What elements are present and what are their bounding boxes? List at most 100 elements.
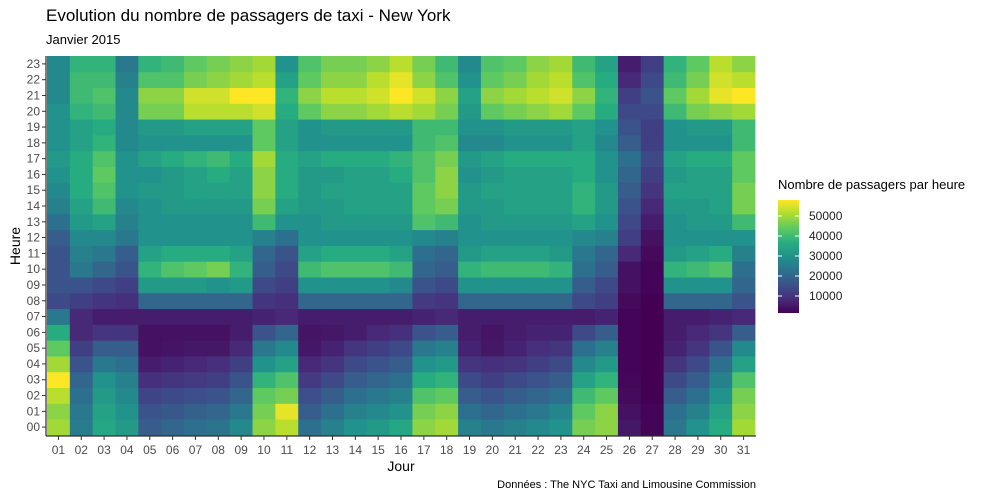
y-tick-label: 16 — [27, 167, 41, 181]
heatmap-cell-day25-hour03 — [595, 371, 619, 389]
heatmap-cell-day01-hour07 — [47, 308, 71, 325]
heatmap-cell-day24-hour10 — [572, 261, 596, 278]
heatmap-cell-day26-hour09 — [617, 277, 642, 294]
heatmap-cell-day06-hour13 — [161, 213, 185, 231]
heatmap-cell-day30-hour06 — [709, 324, 733, 341]
heatmap-cell-day06-hour05 — [161, 340, 185, 357]
heatmap-cell-day16-hour17 — [389, 150, 413, 167]
heatmap-cell-day11-hour01 — [275, 403, 299, 420]
x-tick-label: 21 — [509, 443, 523, 457]
x-tick-label: 02 — [75, 443, 89, 457]
heatmap-cell-day09-hour03 — [229, 371, 253, 389]
heatmap-cell-day07-hour20 — [184, 103, 208, 120]
heatmap-cell-day07-hour02 — [184, 387, 208, 404]
heatmap-cell-day04-hour18 — [115, 134, 139, 152]
heatmap-cell-day10-hour20 — [252, 103, 276, 120]
y-tick-label: 02 — [27, 389, 41, 403]
heatmap-cell-day26-hour23 — [617, 56, 642, 73]
heatmap-cell-day19-hour14 — [458, 198, 482, 215]
heatmap-cell-day11-hour16 — [275, 166, 299, 183]
heatmap-cell-day02-hour12 — [69, 229, 94, 246]
heatmap-cell-day21-hour20 — [503, 103, 528, 120]
heatmap-cell-day23-hour05 — [549, 340, 573, 357]
heatmap-cell-day13-hour08 — [321, 292, 345, 310]
heatmap-cell-day25-hour19 — [595, 119, 619, 136]
heatmap-cell-day08-hour04 — [206, 356, 231, 373]
heatmap-cell-day01-hour10 — [47, 261, 71, 278]
heatmap-cell-day25-hour20 — [595, 103, 619, 120]
heatmap-cell-day20-hour01 — [480, 403, 505, 420]
heatmap-cell-day23-hour06 — [549, 324, 573, 341]
heatmap-cell-day31-hour15 — [732, 182, 756, 199]
legend-tick-label: 10000 — [809, 289, 843, 303]
heatmap-cell-day08-hour06 — [206, 324, 231, 341]
heatmap-cell-day03-hour08 — [92, 292, 116, 310]
y-tick-label: 07 — [27, 310, 41, 324]
heatmap-cell-day23-hour16 — [549, 166, 573, 183]
heatmap-cell-day02-hour21 — [69, 87, 94, 104]
heatmap-cell-day29-hour02 — [686, 387, 710, 404]
heatmap-cell-day05-hour23 — [138, 56, 162, 73]
heatmap-cell-day21-hour08 — [503, 292, 528, 310]
heatmap-cell-day23-hour00 — [549, 419, 573, 436]
heatmap-cell-day10-hour15 — [252, 182, 276, 199]
heatmap-cell-day29-hour00 — [686, 419, 710, 436]
heatmap-cell-day23-hour23 — [549, 56, 573, 73]
heatmap-cell-day30-hour14 — [709, 198, 733, 215]
heatmap-cell-day29-hour16 — [686, 166, 710, 183]
heatmap-cell-day30-hour00 — [709, 419, 733, 436]
heatmap-cell-day19-hour13 — [458, 213, 482, 231]
heatmap-cell-day24-hour14 — [572, 198, 596, 215]
heatmap-cell-day12-hour12 — [298, 229, 322, 246]
heatmap-cell-day21-hour10 — [503, 261, 528, 278]
heatmap-cell-day03-hour11 — [92, 245, 116, 262]
heatmap-cell-day05-hour21 — [138, 87, 162, 104]
heatmap-cell-day11-hour17 — [275, 150, 299, 167]
x-tick-label: 30 — [714, 443, 728, 457]
heatmap-cell-day03-hour20 — [92, 103, 116, 120]
heatmap-cell-day26-hour00 — [617, 419, 642, 436]
heatmap-cell-day10-hour18 — [252, 134, 276, 152]
heatmap-cell-day13-hour21 — [321, 87, 345, 104]
heatmap-cell-day10-hour01 — [252, 403, 276, 420]
heatmap-cell-day30-hour21 — [709, 87, 733, 104]
heatmap-cell-day19-hour22 — [458, 71, 482, 88]
heatmap-cell-day29-hour18 — [686, 134, 710, 152]
heatmap-cell-day17-hour01 — [412, 403, 436, 420]
heatmap-cell-day11-hour19 — [275, 119, 299, 136]
x-tick-label: 23 — [554, 443, 568, 457]
heatmap-cell-day27-hour09 — [640, 277, 665, 294]
heatmap-cell-day08-hour03 — [206, 371, 231, 389]
heatmap-cell-day15-hour07 — [366, 308, 390, 325]
heatmap-cell-day27-hour12 — [640, 229, 665, 246]
heatmap-cell-day03-hour09 — [92, 277, 116, 294]
heatmap-cell-day05-hour17 — [138, 150, 162, 167]
heatmap-cell-day02-hour05 — [69, 340, 94, 357]
heatmap-cell-day15-hour23 — [366, 56, 390, 73]
heatmap-cell-day09-hour14 — [229, 198, 253, 215]
heatmap-cell-day24-hour12 — [572, 229, 596, 246]
heatmap-cell-day01-hour13 — [47, 213, 71, 231]
heatmap-cell-day12-hour19 — [298, 119, 322, 136]
heatmap-cell-day18-hour13 — [435, 213, 459, 231]
heatmap-cell-day28-hour21 — [663, 87, 687, 104]
heatmap-cell-day09-hour13 — [229, 213, 253, 231]
heatmap-cell-day18-hour10 — [435, 261, 459, 278]
heatmap-cell-day24-hour11 — [572, 245, 596, 262]
heatmap-cell-day31-hour17 — [732, 150, 756, 167]
heatmap-cell-day29-hour09 — [686, 277, 710, 294]
heatmap-cell-day15-hour12 — [366, 229, 390, 246]
heatmap-cell-day17-hour02 — [412, 387, 436, 404]
heatmap-cell-day06-hour11 — [161, 245, 185, 262]
heatmap-cell-day09-hour02 — [229, 387, 253, 404]
heatmap-cell-day04-hour12 — [115, 229, 139, 246]
heatmap-cell-day23-hour01 — [549, 403, 573, 420]
heatmap-cell-day26-hour17 — [617, 150, 642, 167]
heatmap-cell-day12-hour03 — [298, 371, 322, 389]
y-tick-label: 08 — [27, 294, 41, 308]
heatmap-cell-day21-hour00 — [503, 419, 528, 436]
heatmap-cell-day06-hour07 — [161, 308, 185, 325]
heatmap-cell-day14-hour02 — [343, 387, 368, 404]
heatmap-cell-day15-hour21 — [366, 87, 390, 104]
heatmap-cell-day16-hour19 — [389, 119, 413, 136]
